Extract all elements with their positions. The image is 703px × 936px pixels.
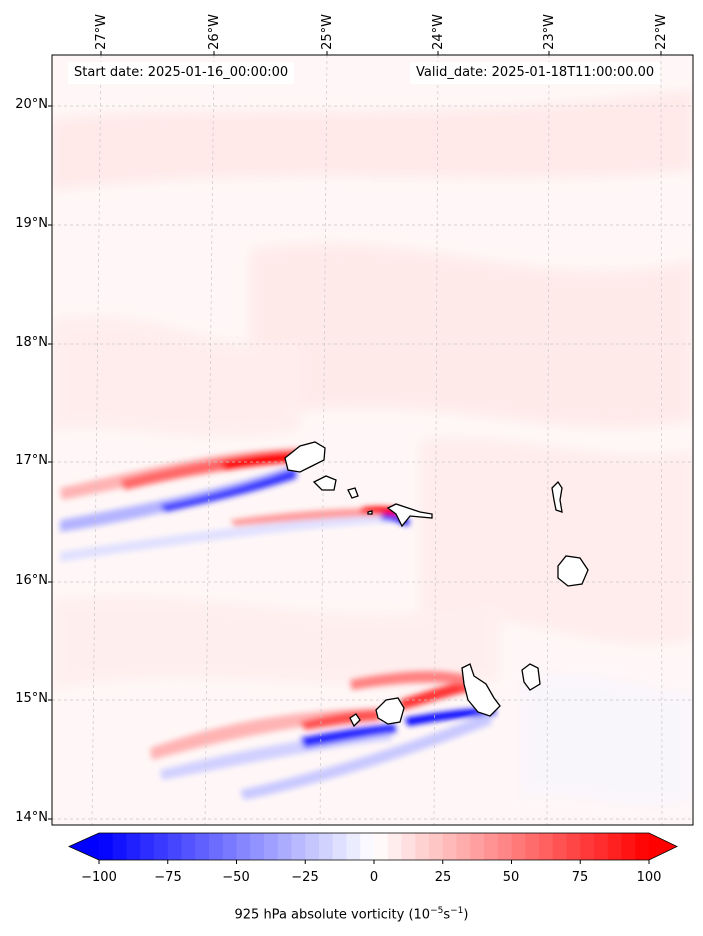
colorbar-segment: [112, 833, 127, 860]
colorbar-segment: [580, 833, 595, 860]
colorbar-segment: [635, 833, 650, 860]
colorbar-tick: 25: [434, 870, 452, 885]
start-date-label: Start date: 2025-01-16_00:00:00: [68, 62, 295, 84]
colorbar-tick: 75: [571, 870, 589, 885]
colorbar-extend-max: [649, 833, 677, 860]
island-coastlines: [284, 441, 589, 728]
lon-label: 22°W: [654, 14, 669, 50]
colorbar-segment: [539, 833, 554, 860]
colorbar-segment: [607, 833, 622, 860]
vorticity-field: [52, 55, 693, 825]
colorbar-segment: [264, 833, 279, 860]
colorbar-segment: [456, 833, 471, 860]
valid-date-label: Valid_date: 2025-01-18T11:00:00.00: [410, 62, 661, 84]
colorbar-segment: [209, 833, 224, 860]
lon-label: 25°W: [320, 14, 335, 50]
colorbar-segment: [525, 833, 540, 860]
lat-label: 20°N: [15, 97, 48, 112]
map-frame: [51, 54, 694, 826]
colorbar-segment: [621, 833, 636, 860]
colorbar-segment: [387, 833, 402, 860]
colorbar-tick: 0: [369, 870, 379, 885]
lat-label: 19°N: [15, 216, 48, 231]
colorbar-segment: [181, 833, 196, 860]
colorbar-segment: [236, 833, 251, 860]
colorbar-segment: [291, 833, 306, 860]
colorbar-segment: [497, 833, 512, 860]
colorbar-segment: [167, 833, 182, 860]
lon-label: 24°W: [431, 14, 446, 50]
colorbar-segment: [566, 833, 581, 860]
colorbar-segment: [99, 833, 114, 860]
colorbar-segment: [442, 833, 457, 860]
colorbar-segment: [429, 833, 444, 860]
colorbar-segment: [346, 833, 361, 860]
colorbar-tick: −100: [81, 870, 117, 885]
lat-label: 16°N: [15, 573, 48, 588]
lat-label: 14°N: [15, 810, 48, 825]
colorbar-segment: [277, 833, 292, 860]
colorbar-tick: −50: [222, 870, 250, 885]
colorbar-label: 925 hPa absolute vorticity (10−5s−1): [234, 906, 469, 923]
colorbar-segment: [470, 833, 485, 860]
lon-label: 27°W: [94, 14, 109, 50]
colorbar-segment: [401, 833, 416, 860]
colorbar-segment: [222, 833, 237, 860]
colorbar-extend-min: [69, 833, 99, 860]
colorbar-segment: [552, 833, 567, 860]
colorbar-tick: −25: [291, 870, 319, 885]
colorbar-segment: [126, 833, 141, 860]
colorbar-tick: 50: [502, 870, 520, 885]
colorbar-segment: [319, 833, 334, 860]
colorbar-tick: −75: [154, 870, 182, 885]
colorbar-segment: [415, 833, 430, 860]
colorbar-segment: [511, 833, 526, 860]
colorbar-segment: [195, 833, 210, 860]
colorbar: [68, 832, 678, 864]
lat-label: 15°N: [15, 691, 48, 706]
colorbar-segment: [374, 833, 389, 860]
colorbar-segment: [484, 833, 499, 860]
colorbar-segment: [250, 833, 265, 860]
lon-label: 26°W: [207, 14, 222, 50]
colorbar-segment: [360, 833, 375, 860]
lat-label: 17°N: [15, 453, 48, 468]
lon-label: 23°W: [542, 14, 557, 50]
colorbar-segment: [140, 833, 155, 860]
colorbar-segment: [594, 833, 609, 860]
colorbar-segment: [332, 833, 347, 860]
colorbar-segment: [154, 833, 169, 860]
lat-label: 18°N: [15, 335, 48, 350]
colorbar-segment: [305, 833, 320, 860]
colorbar-tick: 100: [636, 870, 662, 885]
